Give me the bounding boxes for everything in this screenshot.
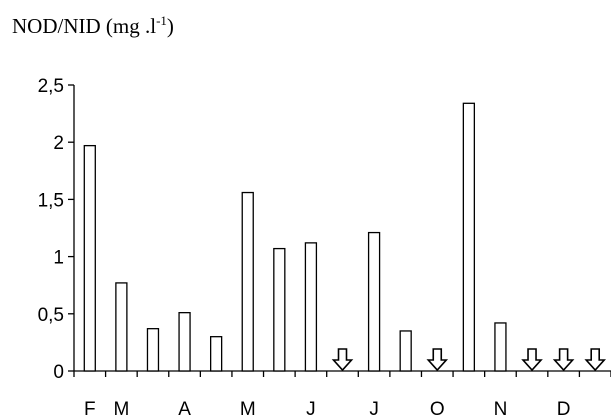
bar bbox=[178, 312, 191, 372]
bar bbox=[83, 144, 96, 372]
x-tick-label: N bbox=[494, 399, 508, 419]
bar bbox=[209, 336, 223, 372]
y-tick-label: 2,5 bbox=[38, 76, 64, 97]
bar bbox=[115, 282, 128, 372]
missing-data-arrow bbox=[426, 348, 449, 372]
bar bbox=[399, 330, 412, 372]
y-tick-label: 2 bbox=[53, 133, 64, 154]
bar bbox=[241, 191, 254, 372]
bar bbox=[273, 247, 286, 372]
missing-markers bbox=[331, 348, 607, 372]
bar bbox=[494, 322, 507, 372]
x-tick-label: D bbox=[557, 399, 571, 419]
missing-data-arrow bbox=[552, 348, 575, 372]
chart-title-close: ) bbox=[166, 14, 174, 38]
missing-data-arrow bbox=[331, 348, 354, 372]
x-tick-label: F bbox=[84, 399, 96, 419]
x-tick-label: J bbox=[306, 399, 316, 419]
bar bbox=[462, 102, 476, 372]
bar bbox=[367, 231, 381, 372]
chart-title-main: NOD/NID (mg .l bbox=[12, 14, 157, 38]
missing-data-arrow bbox=[584, 348, 607, 372]
bars bbox=[83, 102, 507, 372]
missing-data-arrow bbox=[521, 348, 543, 372]
chart-title-sup: -1 bbox=[156, 13, 167, 28]
x-tick-label: M bbox=[240, 399, 256, 419]
y-tick-label: 1,5 bbox=[38, 190, 64, 211]
y-tick-label: 0,5 bbox=[38, 305, 64, 326]
x-tick-label: O bbox=[430, 399, 445, 419]
y-axis: 0 0,5 1 1,5 2 2,5 bbox=[38, 76, 75, 383]
y-tick-label: 0 bbox=[53, 362, 64, 383]
bar bbox=[304, 242, 318, 372]
bar bbox=[146, 328, 160, 372]
x-tick-label: A bbox=[178, 399, 191, 419]
x-tick-label: J bbox=[369, 399, 379, 419]
y-tick-label: 1 bbox=[53, 248, 64, 269]
chart-title: NOD/NID (mg .l-1) bbox=[12, 14, 174, 39]
x-tick-label: M bbox=[113, 399, 129, 419]
